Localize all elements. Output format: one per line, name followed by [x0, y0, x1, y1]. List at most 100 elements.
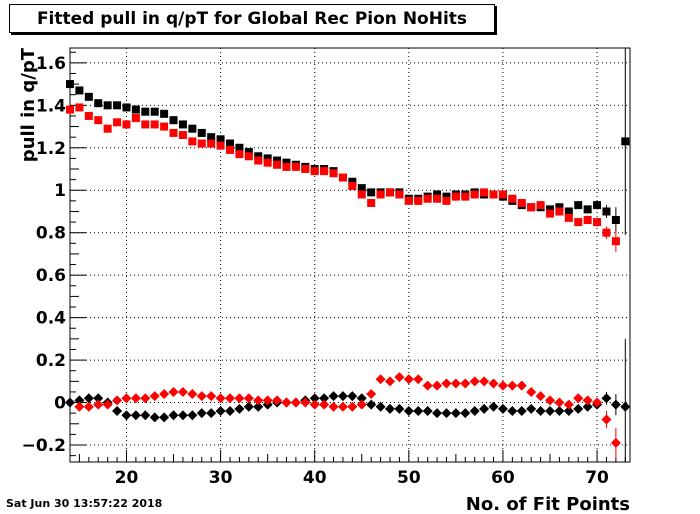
data-point — [527, 203, 536, 212]
data-point — [480, 188, 489, 197]
data-point — [196, 391, 207, 402]
data-point — [273, 156, 282, 165]
data-point — [347, 391, 358, 402]
data-point — [75, 103, 84, 112]
data-point — [433, 194, 442, 203]
data-point — [497, 403, 508, 414]
data-point — [159, 389, 170, 400]
data-point — [122, 103, 131, 112]
chart-title: Fitted pull in q/pT for Global Rec Pion … — [36, 9, 468, 29]
data-point — [328, 401, 339, 412]
data-point — [169, 116, 178, 125]
data-point — [244, 148, 253, 157]
y-axis: −0.2 0 0.2 0.4 0.6 0.8 1 1.2 1.4 1.6 — [22, 51, 86, 457]
data-point — [573, 393, 584, 404]
data-point — [253, 401, 264, 412]
data-point — [300, 397, 311, 408]
data-point — [375, 374, 386, 385]
data-point — [320, 167, 329, 176]
data-point — [112, 406, 123, 417]
data-point — [442, 196, 451, 205]
x-axis: 20 30 40 50 60 70 — [69, 450, 626, 488]
y-tick-label: 0 — [54, 394, 66, 414]
data-point — [574, 218, 583, 227]
data-point — [187, 389, 198, 400]
data-point — [450, 408, 461, 419]
y-tick-label: 1.2 — [36, 139, 66, 159]
data-point — [564, 213, 573, 222]
data-point — [347, 401, 358, 412]
data-point — [414, 196, 423, 205]
data-point — [122, 120, 131, 129]
data-point — [188, 137, 197, 146]
data-point — [159, 412, 170, 423]
data-point — [469, 376, 480, 387]
data-point — [516, 380, 527, 391]
data-point — [394, 372, 405, 383]
data-point — [516, 406, 527, 417]
x-tick-label: 30 — [209, 468, 233, 488]
data-point — [395, 190, 404, 199]
data-point — [535, 391, 546, 402]
series-0 — [66, 48, 630, 235]
data-point — [207, 133, 216, 142]
data-point — [291, 162, 300, 171]
data-point — [328, 391, 339, 402]
data-point — [433, 190, 442, 199]
data-point — [141, 107, 150, 116]
data-point — [385, 403, 395, 414]
data-point — [583, 205, 592, 214]
x-axis-title: No. of Fit Points — [466, 494, 630, 514]
data-point — [169, 128, 178, 137]
data-point — [112, 395, 123, 406]
data-point — [225, 393, 235, 404]
data-point — [582, 395, 593, 406]
data-point — [254, 156, 263, 165]
data-marks — [65, 48, 631, 462]
data-point — [470, 190, 479, 199]
data-point — [130, 410, 141, 421]
data-point — [309, 399, 320, 410]
data-point — [563, 406, 574, 417]
data-point — [168, 386, 179, 397]
data-point — [94, 99, 103, 108]
data-point — [130, 393, 141, 404]
data-point — [243, 401, 254, 412]
x-tick-label: 40 — [303, 468, 327, 488]
data-point — [215, 393, 226, 404]
data-point — [319, 393, 330, 404]
data-point — [290, 397, 301, 408]
data-point — [225, 406, 235, 417]
data-point — [216, 141, 225, 150]
data-point — [102, 399, 113, 410]
data-point — [460, 378, 471, 389]
data-point — [140, 393, 151, 404]
data-point — [74, 395, 85, 406]
data-point — [385, 376, 395, 387]
data-point — [546, 209, 554, 218]
data-point — [536, 201, 545, 210]
data-point — [488, 401, 499, 412]
data-point — [263, 158, 272, 167]
data-point — [422, 406, 433, 417]
y-tick-label: 1 — [54, 181, 66, 201]
data-point — [94, 116, 103, 125]
data-point — [451, 192, 460, 201]
data-point — [235, 150, 244, 159]
data-point — [601, 393, 612, 404]
data-point — [357, 184, 366, 193]
data-point — [461, 192, 470, 201]
data-point — [235, 143, 244, 152]
data-point — [611, 215, 620, 224]
data-point — [563, 399, 574, 410]
data-point — [413, 374, 424, 385]
data-point — [121, 393, 132, 404]
x-tick-label: 50 — [397, 468, 421, 488]
data-point — [216, 135, 225, 144]
data-point — [103, 124, 112, 133]
y-tick-label: 1.4 — [36, 96, 66, 116]
data-point — [207, 139, 216, 148]
y-tick-label: 0.6 — [36, 266, 66, 286]
data-point — [554, 397, 565, 408]
data-point — [197, 128, 206, 137]
